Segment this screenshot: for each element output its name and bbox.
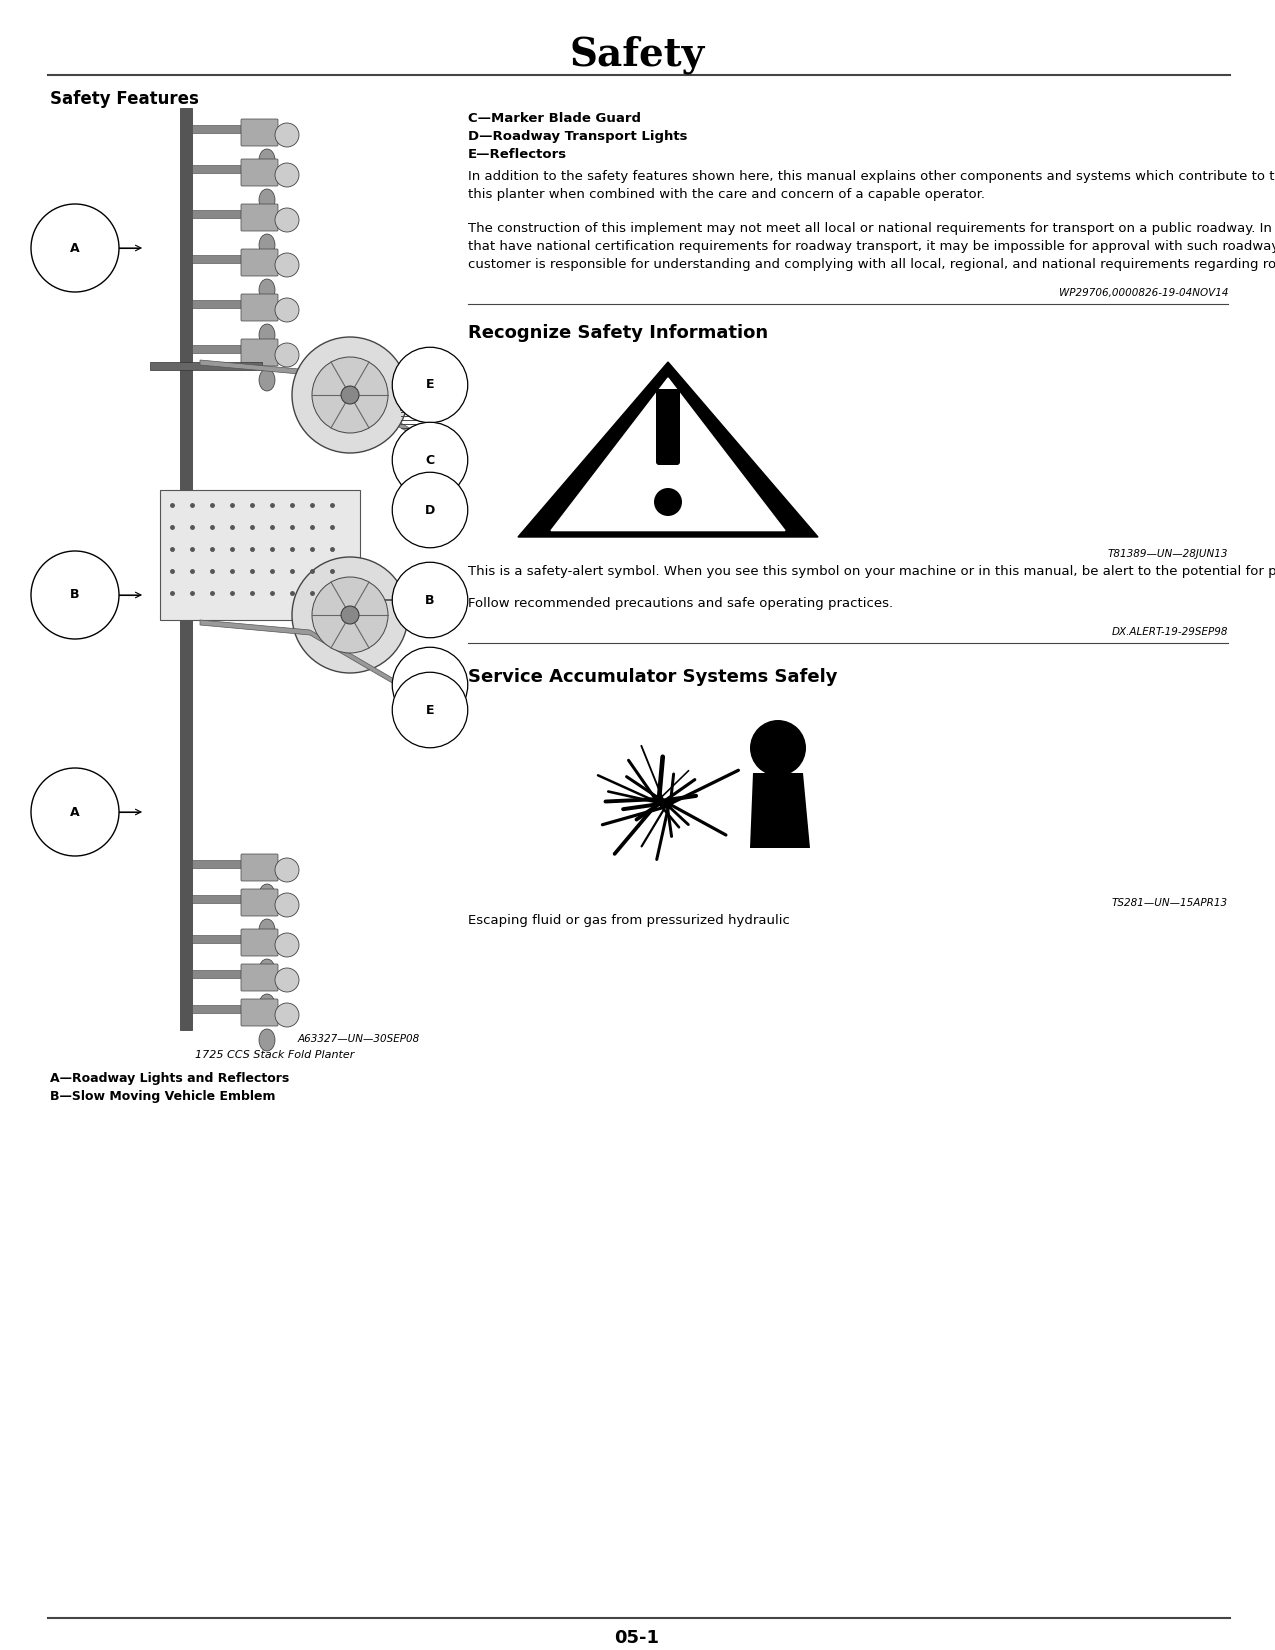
Text: this planter when combined with the care and concern of a capable operator.: this planter when combined with the care… (468, 188, 986, 201)
FancyBboxPatch shape (241, 889, 278, 916)
Circle shape (275, 124, 300, 147)
Bar (193, 300, 242, 309)
Text: Recognize Safety Information: Recognize Safety Information (468, 323, 768, 342)
Ellipse shape (259, 279, 275, 300)
Bar (193, 894, 242, 903)
FancyBboxPatch shape (241, 855, 278, 881)
Circle shape (275, 893, 300, 917)
Polygon shape (750, 772, 810, 848)
Bar (193, 345, 242, 353)
Ellipse shape (259, 919, 275, 940)
Text: that have national certification requirements for roadway transport, it may be i: that have national certification require… (468, 239, 1275, 252)
Bar (193, 936, 242, 944)
Text: B: B (70, 589, 80, 602)
Text: T81389—UN—28JUN13: T81389—UN—28JUN13 (1108, 549, 1228, 559)
Text: C: C (426, 678, 435, 691)
Text: Service Accumulator Systems Safely: Service Accumulator Systems Safely (468, 668, 838, 686)
Ellipse shape (259, 370, 275, 391)
FancyBboxPatch shape (241, 338, 278, 366)
Polygon shape (200, 360, 430, 446)
Text: The construction of this implement may not meet all local or national requiremen: The construction of this implement may n… (468, 223, 1275, 234)
FancyBboxPatch shape (657, 389, 680, 465)
Ellipse shape (259, 323, 275, 346)
Bar (150, 361, 261, 370)
Text: A: A (70, 805, 80, 818)
Text: D—Roadway Transport Lights: D—Roadway Transport Lights (468, 130, 687, 144)
Circle shape (312, 578, 388, 653)
Circle shape (340, 386, 360, 404)
Text: E—Reflectors: E—Reflectors (468, 148, 567, 162)
FancyBboxPatch shape (241, 205, 278, 231)
Bar (193, 860, 242, 868)
Circle shape (750, 719, 806, 775)
Text: A—Roadway Lights and Reflectors: A—Roadway Lights and Reflectors (50, 1072, 289, 1086)
Text: C—Marker Blade Guard: C—Marker Blade Guard (468, 112, 641, 125)
Ellipse shape (259, 190, 275, 211)
Circle shape (275, 208, 300, 233)
Text: 1725 CCS Stack Fold Planter: 1725 CCS Stack Fold Planter (195, 1049, 354, 1059)
Ellipse shape (259, 148, 275, 172)
Ellipse shape (259, 234, 275, 256)
Ellipse shape (259, 884, 275, 906)
Circle shape (275, 1003, 300, 1026)
Bar (193, 256, 242, 262)
Bar (193, 210, 242, 218)
Text: E: E (426, 703, 435, 716)
FancyBboxPatch shape (241, 249, 278, 276)
Polygon shape (551, 378, 785, 531)
Bar (400, 383, 418, 409)
Circle shape (340, 606, 360, 624)
Polygon shape (200, 620, 430, 705)
Text: DX.ALERT-19-29SEP98: DX.ALERT-19-29SEP98 (1112, 627, 1228, 637)
Polygon shape (518, 361, 819, 536)
Circle shape (275, 858, 300, 883)
Text: C: C (426, 454, 435, 467)
Circle shape (312, 356, 388, 432)
Text: 05-1: 05-1 (615, 1629, 659, 1647)
Circle shape (292, 337, 408, 454)
Text: Safety Features: Safety Features (50, 91, 199, 107)
FancyBboxPatch shape (241, 964, 278, 992)
Text: Escaping fluid or gas from pressurized hydraulic: Escaping fluid or gas from pressurized h… (468, 914, 790, 927)
Text: Follow recommended precautions and safe operating practices.: Follow recommended precautions and safe … (468, 597, 892, 610)
Text: B—Slow Moving Vehicle Emblem: B—Slow Moving Vehicle Emblem (50, 1091, 275, 1102)
Text: A: A (70, 241, 80, 254)
Bar (193, 125, 242, 134)
Bar (130, 107, 419, 1030)
Bar (159, 490, 360, 620)
Circle shape (275, 163, 300, 186)
Bar (193, 1005, 242, 1013)
FancyBboxPatch shape (241, 998, 278, 1026)
Circle shape (654, 488, 682, 516)
Circle shape (275, 252, 300, 277)
Text: D: D (425, 503, 435, 516)
Circle shape (275, 299, 300, 322)
Ellipse shape (259, 959, 275, 982)
FancyBboxPatch shape (241, 294, 278, 322)
Circle shape (275, 932, 300, 957)
Circle shape (275, 969, 300, 992)
Bar (180, 107, 193, 1030)
Text: A63327—UN—30SEP08: A63327—UN—30SEP08 (298, 1035, 419, 1044)
Text: Safety: Safety (570, 36, 705, 74)
Text: WP29706,0000826-19-04NOV14: WP29706,0000826-19-04NOV14 (1058, 289, 1228, 299)
FancyBboxPatch shape (241, 929, 278, 955)
Ellipse shape (259, 1030, 275, 1051)
Bar (193, 970, 242, 978)
Text: In addition to the safety features shown here, this manual explains other compon: In addition to the safety features shown… (468, 170, 1275, 183)
FancyBboxPatch shape (241, 158, 278, 186)
Circle shape (292, 558, 408, 673)
Text: E: E (426, 378, 435, 391)
FancyBboxPatch shape (241, 119, 278, 145)
Text: B: B (426, 594, 435, 607)
Circle shape (275, 343, 300, 366)
Text: This is a safety-alert symbol. When you see this symbol on your machine or in th: This is a safety-alert symbol. When you … (468, 564, 1275, 578)
Ellipse shape (259, 993, 275, 1016)
Text: customer is responsible for understanding and complying with all local, regional: customer is responsible for understandin… (468, 257, 1275, 271)
Bar (400, 672, 418, 700)
Text: TS281—UN—15APR13: TS281—UN—15APR13 (1112, 898, 1228, 908)
Bar (193, 165, 242, 173)
